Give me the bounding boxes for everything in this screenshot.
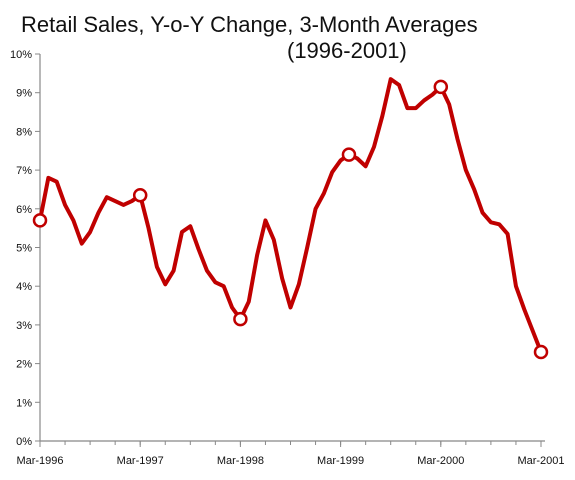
x-tick-label: Mar-2001 bbox=[517, 455, 564, 467]
y-tick-label: 8% bbox=[16, 126, 32, 138]
highlight-marker bbox=[233, 311, 248, 327]
highlight-marker bbox=[341, 147, 357, 162]
highlight-marker bbox=[533, 344, 549, 360]
y-tick-label: 7% bbox=[16, 165, 32, 177]
x-tick-label: Mar-2000 bbox=[417, 455, 464, 467]
y-tick-label: 9% bbox=[16, 88, 32, 100]
highlight-marker bbox=[433, 79, 449, 95]
y-tick-label: 0% bbox=[16, 436, 32, 448]
series-line bbox=[38, 77, 543, 354]
y-tick-label: 3% bbox=[16, 320, 32, 332]
y-tick-label: 10% bbox=[10, 49, 32, 61]
x-tick-label: Mar-1996 bbox=[16, 455, 63, 467]
chart-subtitle: (1996-2001) bbox=[287, 38, 407, 63]
y-tick-label: 4% bbox=[16, 281, 32, 293]
chart-title: Retail Sales, Y-o-Y Change, 3-Month Aver… bbox=[21, 12, 478, 37]
y-tick-label: 1% bbox=[16, 397, 32, 409]
x-tick-label: Mar-1998 bbox=[217, 455, 264, 467]
y-tick-label: 5% bbox=[16, 243, 32, 255]
y-tick-label: 2% bbox=[16, 359, 32, 371]
y-tick-label: 6% bbox=[16, 204, 32, 216]
x-tick-label: Mar-1997 bbox=[117, 455, 164, 467]
x-tick-label: Mar-1999 bbox=[317, 455, 364, 467]
highlight-marker bbox=[32, 213, 48, 228]
highlight-marker bbox=[132, 188, 148, 203]
